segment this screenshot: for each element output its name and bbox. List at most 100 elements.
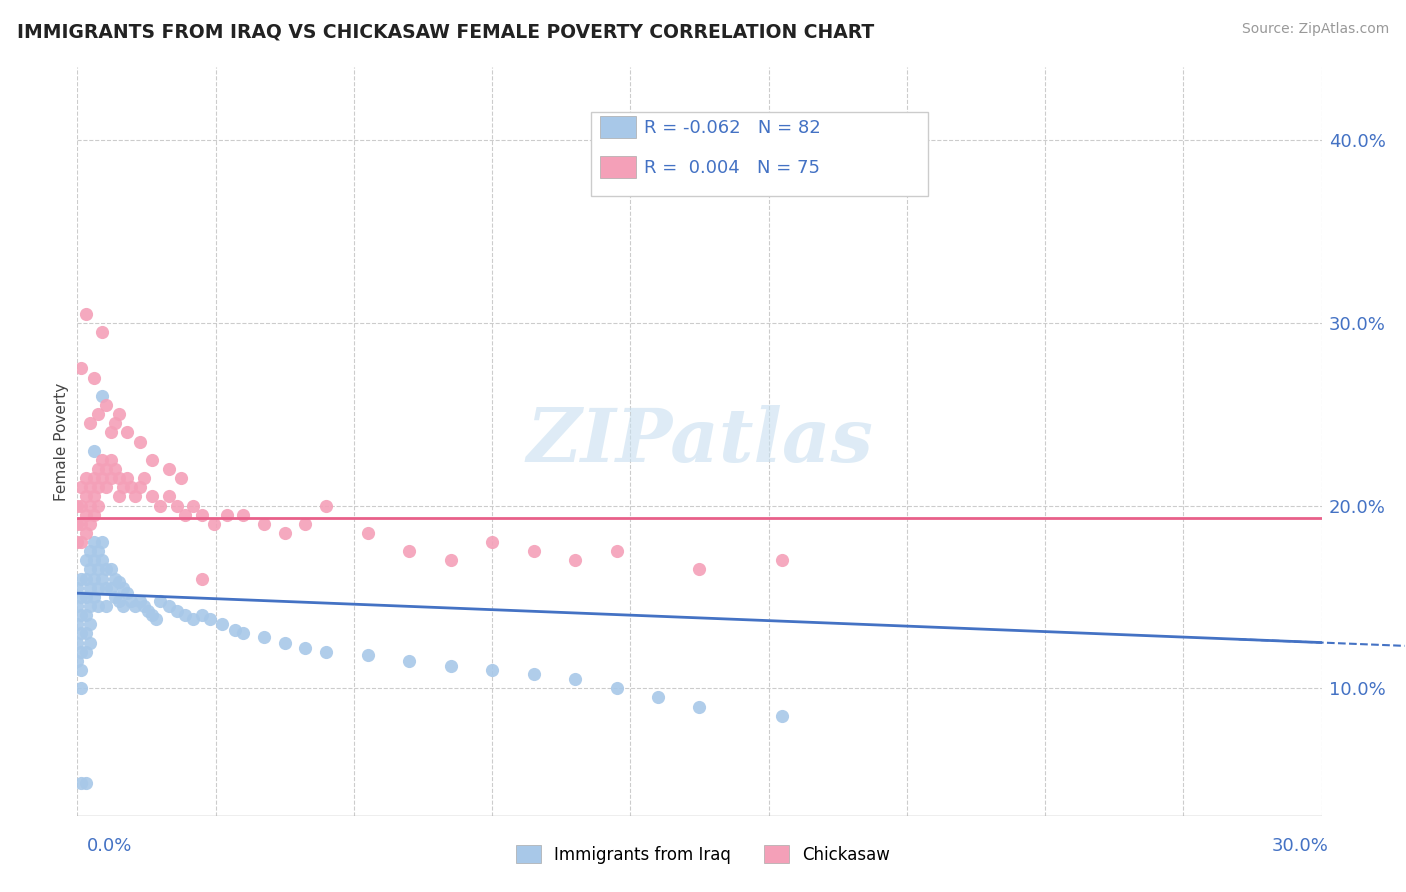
Point — [96, 462, 118, 476]
Point — [157, 489, 180, 503]
Point — [75, 572, 97, 586]
Point — [174, 508, 197, 522]
Point — [100, 452, 122, 467]
Point — [111, 480, 134, 494]
Point — [70, 535, 93, 549]
Point — [70, 590, 93, 604]
Point — [128, 480, 150, 494]
Point — [75, 776, 97, 790]
Point — [523, 544, 546, 558]
Point — [79, 599, 101, 613]
Point — [91, 325, 114, 339]
Point — [107, 407, 129, 421]
Point — [79, 635, 101, 649]
Point — [79, 617, 101, 632]
Point — [100, 471, 122, 485]
Point — [79, 562, 101, 576]
Point — [190, 608, 214, 623]
Point — [87, 462, 110, 476]
Point — [232, 626, 254, 640]
Point — [198, 612, 221, 626]
Point — [772, 553, 794, 567]
Point — [606, 544, 628, 558]
Point — [79, 516, 101, 531]
Point — [79, 417, 101, 431]
Point — [83, 535, 105, 549]
Point — [115, 586, 138, 600]
Point — [211, 617, 233, 632]
Legend: Immigrants from Iraq, Chickasaw: Immigrants from Iraq, Chickasaw — [509, 838, 897, 871]
Point — [87, 480, 110, 494]
Point — [107, 489, 129, 503]
Point — [83, 471, 105, 485]
Point — [70, 480, 93, 494]
Point — [75, 307, 97, 321]
Point — [273, 525, 295, 540]
Point — [70, 645, 93, 659]
Point — [87, 499, 110, 513]
Point — [96, 480, 118, 494]
Point — [75, 645, 97, 659]
Point — [70, 681, 93, 696]
Point — [107, 575, 129, 590]
Point — [166, 605, 188, 619]
Point — [83, 489, 105, 503]
Point — [149, 593, 172, 607]
Text: 30.0%: 30.0% — [1272, 837, 1329, 855]
Point — [120, 593, 142, 607]
Point — [70, 499, 93, 513]
Point — [190, 572, 214, 586]
Point — [253, 516, 276, 531]
Point — [315, 499, 337, 513]
Point — [75, 608, 97, 623]
Point — [66, 535, 89, 549]
Point — [79, 499, 101, 513]
Point — [124, 599, 146, 613]
Point — [689, 699, 711, 714]
Point — [439, 553, 461, 567]
Point — [224, 623, 246, 637]
Point — [107, 471, 129, 485]
Point — [66, 617, 89, 632]
Point — [149, 499, 172, 513]
Point — [136, 605, 159, 619]
Point — [124, 489, 146, 503]
Point — [115, 425, 138, 440]
Point — [70, 626, 93, 640]
Point — [157, 462, 180, 476]
Point — [100, 425, 122, 440]
Point — [87, 562, 110, 576]
Point — [75, 525, 97, 540]
Point — [128, 434, 150, 449]
Point — [87, 581, 110, 595]
Point — [75, 508, 97, 522]
Point — [132, 599, 155, 613]
Text: 0.0%: 0.0% — [87, 837, 132, 855]
Point — [111, 599, 134, 613]
Point — [83, 572, 105, 586]
Point — [128, 593, 150, 607]
Point — [83, 443, 105, 458]
Text: R = -0.062   N = 82: R = -0.062 N = 82 — [644, 119, 821, 136]
Point — [96, 581, 118, 595]
Point — [79, 480, 101, 494]
Point — [481, 663, 503, 677]
Point — [606, 681, 628, 696]
Point — [141, 452, 163, 467]
Point — [91, 572, 114, 586]
Point — [83, 553, 105, 567]
Point — [141, 489, 163, 503]
Point — [190, 508, 214, 522]
Point — [232, 508, 254, 522]
Point — [564, 553, 586, 567]
Point — [141, 608, 163, 623]
Point — [104, 417, 127, 431]
Point — [481, 535, 503, 549]
Point — [170, 471, 193, 485]
Point — [87, 407, 110, 421]
Point — [66, 599, 89, 613]
Text: ZIPatlas: ZIPatlas — [526, 405, 873, 478]
Point — [75, 471, 97, 485]
Point — [166, 499, 188, 513]
Point — [523, 666, 546, 681]
